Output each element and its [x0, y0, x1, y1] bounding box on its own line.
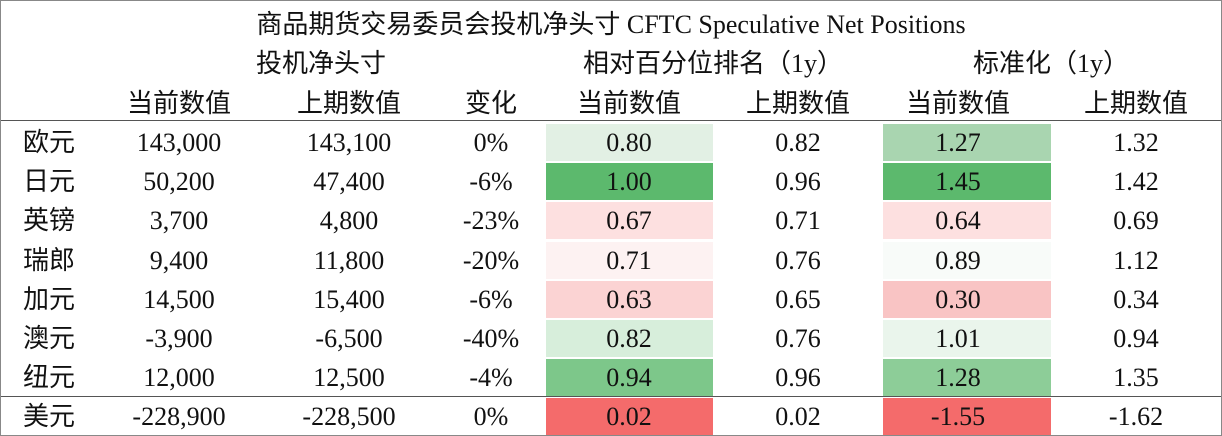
- cell-value: 1.35: [1113, 363, 1159, 393]
- heat-cell: [546, 359, 713, 397]
- row-label: 日元: [22, 167, 76, 197]
- cell-value: 143,100: [306, 128, 392, 157]
- cell-value: 1.28: [935, 363, 981, 393]
- heat-cell: [546, 202, 713, 240]
- cell-value: 14,500: [143, 284, 215, 314]
- row-label: 纽元: [22, 363, 76, 393]
- cell-value: 0.82: [775, 128, 821, 157]
- cell-value: -6%: [469, 167, 513, 197]
- cell-value: 12,000: [143, 363, 215, 393]
- column-header: 上期数值: [296, 89, 402, 118]
- cell-value: -6%: [469, 284, 513, 314]
- cell-value: 0.34: [1113, 284, 1159, 314]
- cell-value: 0.02: [606, 402, 652, 432]
- cell-value: 3,700: [149, 206, 209, 236]
- cell-value: 0.65: [775, 284, 821, 314]
- cell-value: -6,500: [315, 324, 383, 353]
- cell-value: 15,400: [313, 284, 385, 314]
- cell-value: 0.94: [606, 363, 652, 393]
- title: 商品期货交易委员会投机净头寸 CFTC Speculative Net Posi…: [256, 10, 966, 39]
- heat-cell: [546, 398, 713, 435]
- cell-value: 1.00: [606, 167, 652, 197]
- cell-value: 143,000: [136, 128, 222, 157]
- cell-value: -40%: [462, 324, 520, 353]
- row-label: 欧元: [22, 128, 76, 157]
- cell-value: 1.27: [935, 128, 981, 157]
- cell-value: 0.76: [775, 324, 821, 353]
- heat-cell: [546, 241, 713, 279]
- cell-value: 47,400: [313, 167, 385, 197]
- cell-value: 1.42: [1113, 167, 1159, 197]
- heat-cell: [883, 163, 1051, 201]
- column-header: 当前数值: [905, 89, 1011, 118]
- cell-value: 12,500: [313, 363, 385, 393]
- row-label: 加元: [22, 284, 76, 314]
- cell-value: 0.63: [606, 284, 652, 314]
- cell-value: 0.96: [775, 167, 821, 197]
- cell-value: 9,400: [149, 245, 209, 275]
- heat-cell: [546, 280, 713, 318]
- column-header: 当前数值: [576, 89, 682, 118]
- row-label: 英镑: [22, 206, 76, 236]
- cell-value: 11,800: [313, 245, 385, 275]
- heat-cell: [883, 320, 1051, 357]
- cell-value: 0%: [473, 402, 509, 432]
- row-label: 美元: [22, 402, 76, 432]
- cell-value: 0.82: [606, 324, 652, 353]
- column-header: 上期数值: [1083, 89, 1189, 118]
- group-header: 标准化（1y）: [972, 49, 1130, 78]
- heat-cell: [883, 241, 1051, 279]
- heat-cell: [883, 359, 1051, 397]
- heat-cell: [883, 280, 1051, 318]
- cell-value: 0.30: [935, 284, 981, 314]
- cell-value: -228,900: [132, 402, 226, 432]
- divider: [1, 120, 1221, 121]
- cell-value: -1.55: [930, 402, 986, 432]
- row-label: 瑞郎: [22, 245, 76, 275]
- cell-value: 0.71: [606, 245, 652, 275]
- cell-value: 4,800: [319, 206, 379, 236]
- divider: [1, 396, 1221, 397]
- heat-cell: [883, 124, 1051, 161]
- column-header: 变化: [464, 89, 518, 118]
- cell-value: 1.12: [1113, 245, 1159, 275]
- cell-value: 0.64: [935, 206, 981, 236]
- cell-value: 50,200: [143, 167, 215, 197]
- cell-value: 1.01: [935, 324, 981, 353]
- cell-value: -4%: [469, 363, 513, 393]
- cell-value: -20%: [462, 245, 520, 275]
- column-header: 上期数值: [745, 89, 851, 118]
- cell-value: 0.69: [1113, 206, 1159, 236]
- cell-value: 0.67: [606, 206, 652, 236]
- cell-value: 1.45: [935, 167, 981, 197]
- cell-value: 0.76: [775, 245, 821, 275]
- group-header: 投机净头寸: [255, 49, 387, 78]
- heat-cell: [546, 320, 713, 357]
- cell-value: 0.89: [935, 245, 981, 275]
- group-header: 相对百分位排名（1y）: [582, 49, 844, 78]
- heat-cell: [546, 124, 713, 161]
- cell-value: 1.32: [1113, 128, 1159, 157]
- heat-cell: [883, 202, 1051, 240]
- cell-value: -3,900: [145, 324, 213, 353]
- cell-value: 0.96: [775, 363, 821, 393]
- cell-value: -23%: [462, 206, 520, 236]
- column-header: 当前数值: [126, 89, 232, 118]
- cell-value: 0.94: [1113, 324, 1159, 353]
- cell-value: 0.71: [775, 206, 821, 236]
- heat-cell: [883, 398, 1051, 435]
- heat-cell: [546, 163, 713, 201]
- row-label: 澳元: [22, 324, 76, 353]
- cell-value: -228,500: [302, 402, 396, 432]
- cell-value: 0%: [473, 128, 509, 157]
- cell-value: -1.62: [1108, 402, 1164, 432]
- cell-value: 0.02: [775, 402, 821, 432]
- cell-value: 0.80: [606, 128, 652, 157]
